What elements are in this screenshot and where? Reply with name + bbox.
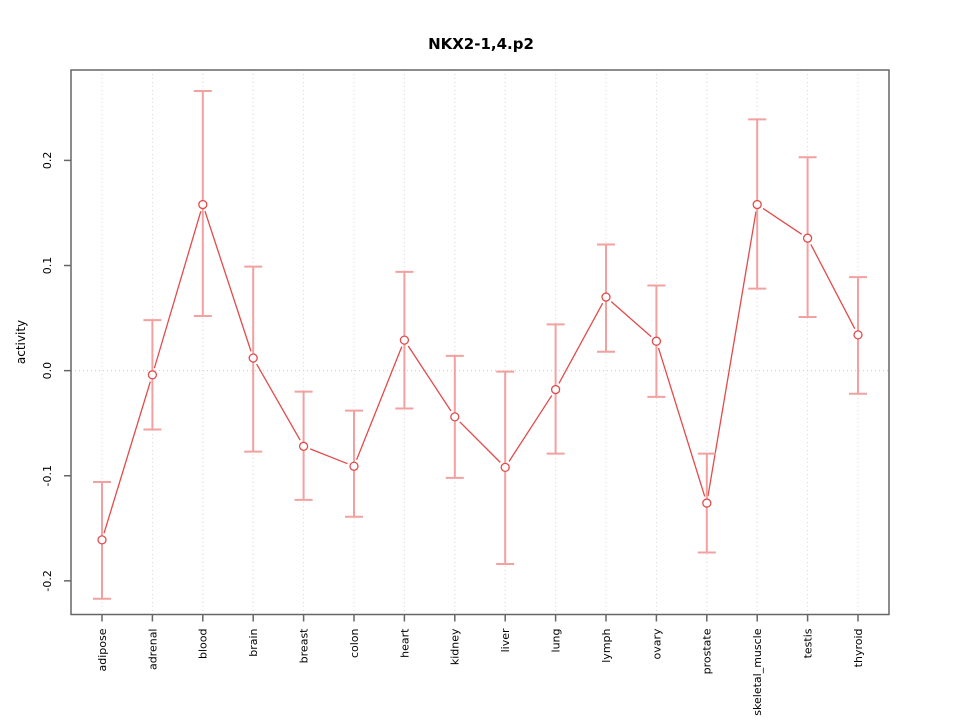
x-tick-label: liver — [499, 628, 512, 652]
series-segment — [256, 363, 301, 441]
data-point — [298, 441, 309, 451]
series-segment — [610, 301, 652, 338]
y-tick-label: -0.2 — [41, 570, 54, 591]
data-point — [702, 498, 712, 508]
series-segment — [707, 211, 757, 497]
series-segment — [309, 448, 348, 465]
series-segment — [204, 210, 252, 352]
x-tick-label: ovary — [650, 628, 663, 660]
x-tick-label: colon — [348, 628, 361, 658]
data-point — [853, 330, 863, 340]
series-segment — [459, 421, 501, 463]
x-tick-label: kidney — [449, 628, 462, 665]
series-segment — [810, 244, 856, 329]
x-tick-label: adipose — [96, 628, 109, 671]
series-segment — [153, 211, 202, 369]
series-segment — [558, 302, 604, 384]
data-point — [198, 199, 208, 210]
data-point — [550, 384, 561, 395]
data-point — [450, 412, 460, 422]
series-segment — [508, 395, 553, 462]
x-tick-label: lymph — [600, 628, 613, 662]
series-segment — [762, 207, 803, 235]
y-tick-label: 0.1 — [41, 257, 54, 275]
data-point — [802, 233, 813, 243]
data-point — [752, 199, 762, 210]
x-tick-label: adrenal — [146, 629, 159, 671]
y-tick-label: 0.2 — [41, 152, 54, 170]
x-tick-label: skeletal_muscle — [751, 628, 764, 715]
data-point — [399, 335, 410, 345]
x-tick-label: testis — [801, 628, 814, 658]
x-tick-label: thyroid — [852, 629, 865, 668]
y-axis-label: activity — [14, 320, 28, 364]
series-segment — [355, 346, 403, 461]
data-point — [601, 292, 611, 302]
x-tick-label: lung — [549, 629, 562, 653]
plot-box — [70, 69, 890, 616]
x-tick-label: heart — [398, 628, 411, 658]
x-tick-label: brain — [247, 628, 260, 656]
series-segment — [407, 345, 452, 412]
chart-title: NKX2-1,4.p2 — [428, 35, 534, 53]
data-point — [248, 353, 258, 363]
x-tick-label: prostate — [701, 628, 714, 674]
y-tick-label: -0.1 — [41, 465, 54, 486]
plot-area: -0.2 -0.1 0.0 0.1 0.2 adipose adrenal blood brai… — [41, 69, 890, 716]
x-tick-label: blood — [197, 629, 210, 659]
data-point — [147, 370, 158, 380]
x-tick-label: breast — [297, 628, 310, 664]
y-tick-label: 0.0 — [41, 362, 54, 380]
data-point — [651, 336, 662, 346]
data-point — [349, 461, 359, 471]
data-point — [97, 535, 107, 545]
data-point — [500, 462, 510, 472]
series-segment — [657, 347, 706, 497]
series-segment — [103, 381, 151, 534]
